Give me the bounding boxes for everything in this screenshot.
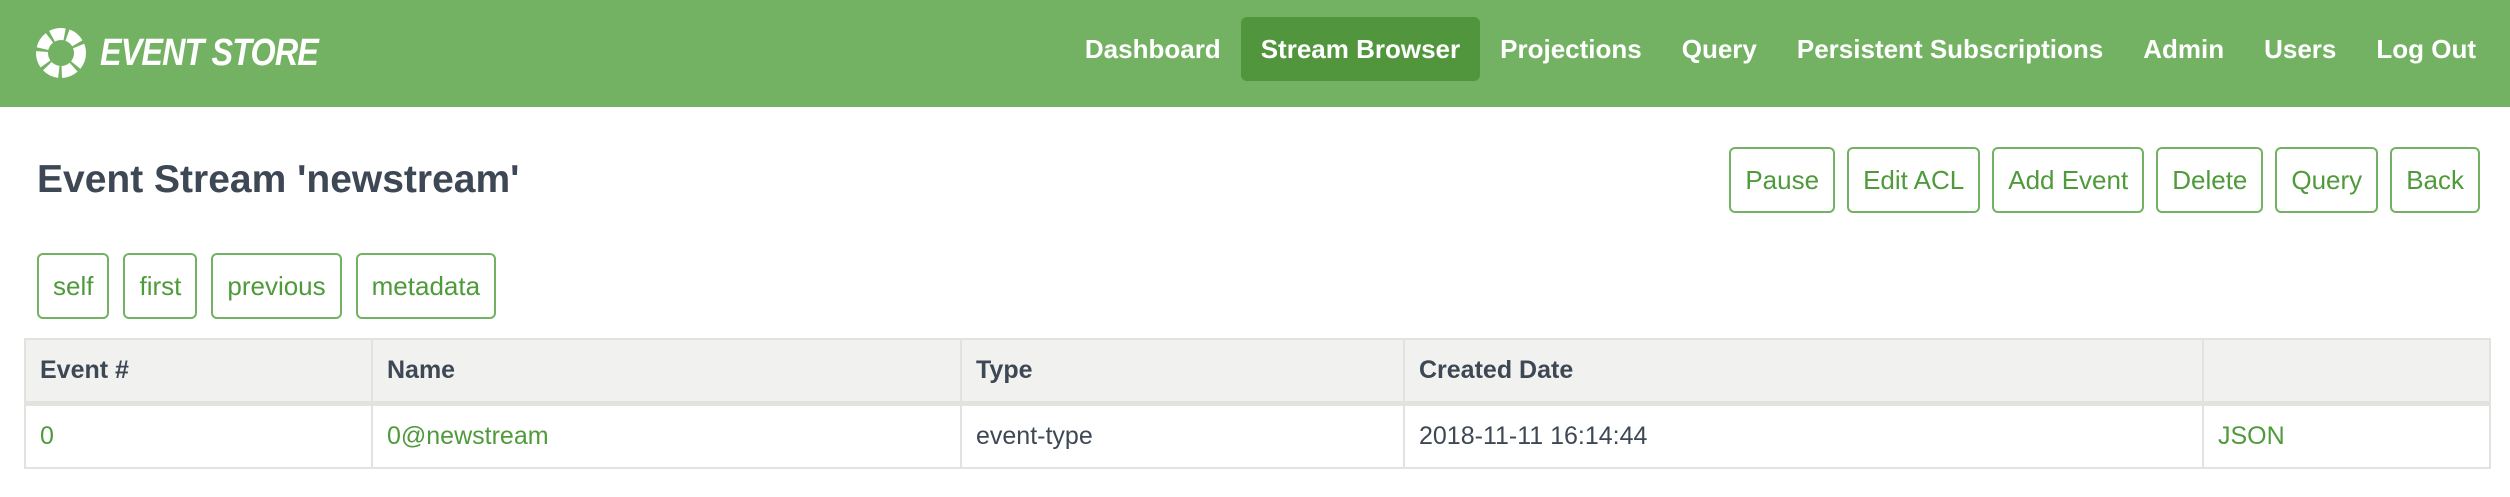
nav-admin[interactable]: Admin bbox=[2143, 34, 2225, 64]
pagination-links: self first previous metadata bbox=[37, 253, 497, 319]
table-header-row: Event # Name Type Created Date bbox=[24, 338, 2491, 406]
self-link[interactable]: self bbox=[37, 253, 110, 319]
top-navbar: EVENT STORE Dashboard Stream Browser Pro… bbox=[0, 0, 2510, 107]
page-title: Event Stream 'newstream' bbox=[37, 158, 520, 201]
back-button[interactable]: Back bbox=[2390, 147, 2480, 213]
nav-stream-browser[interactable]: Stream Browser bbox=[1240, 17, 1481, 81]
nav-users[interactable]: Users bbox=[2264, 34, 2337, 64]
event-created-date: 2018-11-11 16:14:44 bbox=[1403, 402, 2204, 469]
edit-acl-button[interactable]: Edit ACL bbox=[1847, 147, 1981, 213]
delete-button[interactable]: Delete bbox=[2156, 147, 2264, 213]
main-nav: Dashboard Stream Browser Projections Que… bbox=[1065, 17, 2510, 81]
metadata-link[interactable]: metadata bbox=[355, 253, 497, 319]
nav-dashboard[interactable]: Dashboard bbox=[1084, 34, 1221, 64]
header-name: Name bbox=[371, 338, 962, 406]
nav-persistent-subscriptions[interactable]: Persistent Subscriptions bbox=[1796, 34, 2104, 64]
first-link[interactable]: first bbox=[123, 253, 198, 319]
nav-query[interactable]: Query bbox=[1681, 34, 1757, 64]
header-actions bbox=[2202, 338, 2491, 406]
json-link[interactable]: JSON bbox=[2202, 402, 2491, 469]
events-table: Event # Name Type Created Date 0 0@newst… bbox=[24, 338, 2491, 469]
brand-name: EVENT STORE bbox=[100, 31, 319, 74]
event-type: event-type bbox=[960, 402, 1405, 469]
query-button[interactable]: Query bbox=[2275, 147, 2379, 213]
event-name-link[interactable]: 0@newstream bbox=[371, 402, 962, 469]
event-number-link[interactable]: 0 bbox=[24, 402, 373, 469]
header-created-date: Created Date bbox=[1403, 338, 2204, 406]
nav-log-out[interactable]: Log Out bbox=[2376, 34, 2476, 64]
add-event-button[interactable]: Add Event bbox=[1992, 147, 2145, 213]
pause-button[interactable]: Pause bbox=[1729, 147, 1836, 213]
header-type: Type bbox=[960, 338, 1405, 406]
previous-link[interactable]: previous bbox=[211, 253, 342, 319]
event-store-logo[interactable]: EVENT STORE bbox=[36, 18, 356, 88]
nav-projections[interactable]: Projections bbox=[1500, 34, 1642, 64]
table-row: 0 0@newstream event-type 2018-11-11 16:1… bbox=[24, 402, 2491, 469]
event-store-logo-icon bbox=[36, 28, 86, 78]
stream-actions: Pause Edit ACL Add Event Delete Query Ba… bbox=[1729, 147, 2480, 213]
header-event-number: Event # bbox=[24, 338, 373, 406]
